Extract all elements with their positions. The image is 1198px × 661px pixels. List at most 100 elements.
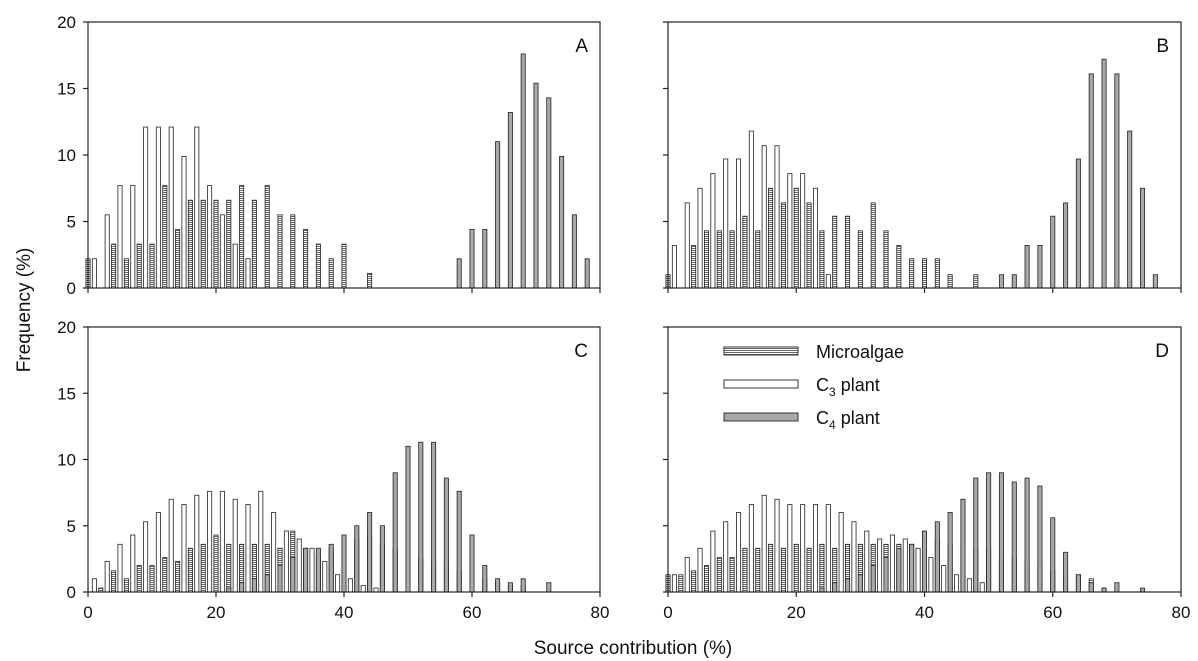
bar-c4	[456, 490, 462, 593]
legend-item-c3: C3 plant	[723, 375, 880, 399]
bar-c3	[902, 538, 908, 593]
bar-microalgae	[691, 245, 697, 289]
bar-microalgae	[870, 202, 876, 289]
bar-microalgae	[755, 230, 761, 289]
panel-b: B	[663, 21, 1182, 293]
bar-microalgae	[277, 214, 283, 289]
bar-c4	[584, 258, 590, 289]
x-tick-label: 0	[83, 603, 92, 622]
bar-microalgae	[136, 565, 142, 593]
panel-c: 0 20 40 60 80 0 5 10 15 20 C	[57, 318, 609, 622]
bar-microalgae	[729, 230, 735, 289]
bar-microalgae	[149, 565, 155, 593]
bar-c4	[379, 525, 385, 593]
bar-c3	[335, 574, 341, 593]
y-tick-label: 10	[57, 146, 76, 165]
bar-microalgae	[175, 561, 181, 593]
legend-swatch	[723, 379, 799, 389]
bar-c3	[889, 534, 895, 593]
bar-c4	[883, 557, 889, 593]
bar-c4	[1011, 481, 1017, 593]
bar-c3	[104, 214, 110, 289]
bar-microalgae	[768, 543, 774, 593]
bar-c3	[168, 126, 174, 289]
bar-c3	[155, 512, 161, 593]
bar-microalgae	[264, 185, 270, 289]
bar-microalgae	[703, 565, 709, 593]
bar-c4	[1011, 274, 1017, 289]
bar-microalgae	[200, 543, 206, 593]
panel-label: B	[1156, 36, 1169, 57]
bar-c4	[896, 547, 902, 593]
bar-c4	[1024, 477, 1030, 593]
bar-c3	[296, 538, 302, 593]
bar-microalgae	[341, 243, 347, 289]
bar-c3	[736, 512, 742, 593]
bar-c4	[1101, 58, 1107, 289]
x-tick-label: 40	[915, 603, 934, 622]
bar-microalgae	[819, 230, 825, 289]
bars	[85, 53, 590, 289]
bar-c4	[264, 574, 270, 593]
bar-microalgae	[149, 243, 155, 289]
bar-c4	[1063, 551, 1069, 593]
bar-c4	[1114, 582, 1120, 593]
bar-c3	[194, 126, 200, 289]
bar-microalgae	[187, 547, 193, 593]
bar-microalgae	[947, 274, 953, 289]
bar-c4	[909, 543, 915, 593]
bar-microalgae	[213, 534, 219, 593]
y-tick-label: 0	[67, 279, 76, 298]
legend-item-c4: C4 plant	[723, 408, 880, 432]
bar-c4	[934, 521, 940, 593]
bar-c4	[431, 441, 437, 593]
y-tick-label: 20	[57, 13, 76, 32]
bar-c3	[91, 578, 97, 593]
bar-c3	[347, 578, 353, 593]
bar-c4	[986, 472, 992, 593]
bar-c3	[825, 274, 831, 289]
bar-c3	[864, 530, 870, 593]
legend-swatch	[723, 346, 799, 356]
bar-microalgae	[226, 543, 232, 593]
x-tick-label: 80	[1172, 603, 1191, 622]
bar-c4	[290, 557, 296, 593]
bar-microalgae	[200, 199, 206, 289]
bar-c3	[800, 504, 806, 593]
bar-c4	[405, 445, 411, 593]
panel-label: A	[575, 36, 588, 57]
bar-microalgae	[909, 258, 915, 289]
x-tick-label: 60	[1043, 603, 1062, 622]
bar-microalgae	[678, 574, 684, 593]
x-tick-label: 60	[463, 603, 482, 622]
bar-c3	[774, 498, 780, 593]
bar-c3	[194, 494, 200, 593]
bar-c4	[832, 582, 838, 593]
bar-c4	[1088, 73, 1094, 289]
bar-c4	[520, 53, 526, 289]
y-tick-label: 15	[57, 384, 76, 403]
bar-microalgae	[793, 543, 799, 593]
x-tick-label: 20	[207, 603, 226, 622]
bar-c3	[207, 185, 213, 289]
bar-c4	[1088, 582, 1094, 593]
bar-c4	[482, 565, 488, 593]
bar-c4	[1037, 245, 1043, 289]
bar-c4	[251, 578, 257, 593]
bar-c4	[571, 214, 577, 289]
bar-c3	[710, 173, 716, 289]
bar-c4	[1114, 73, 1120, 289]
bar-microalgae	[742, 547, 748, 593]
bar-c3	[736, 158, 742, 289]
bar-c4	[998, 274, 1004, 289]
bar-c3	[825, 504, 831, 593]
bar-c4	[520, 578, 526, 593]
bar-c4	[559, 155, 565, 289]
bar-c4	[328, 543, 334, 593]
y-tick-label: 20	[57, 318, 76, 337]
bars	[665, 472, 1146, 593]
bar-c3	[271, 512, 277, 593]
bar-microalgae	[742, 215, 748, 289]
bar-c4	[857, 574, 863, 593]
bar-microalgae	[768, 187, 774, 289]
